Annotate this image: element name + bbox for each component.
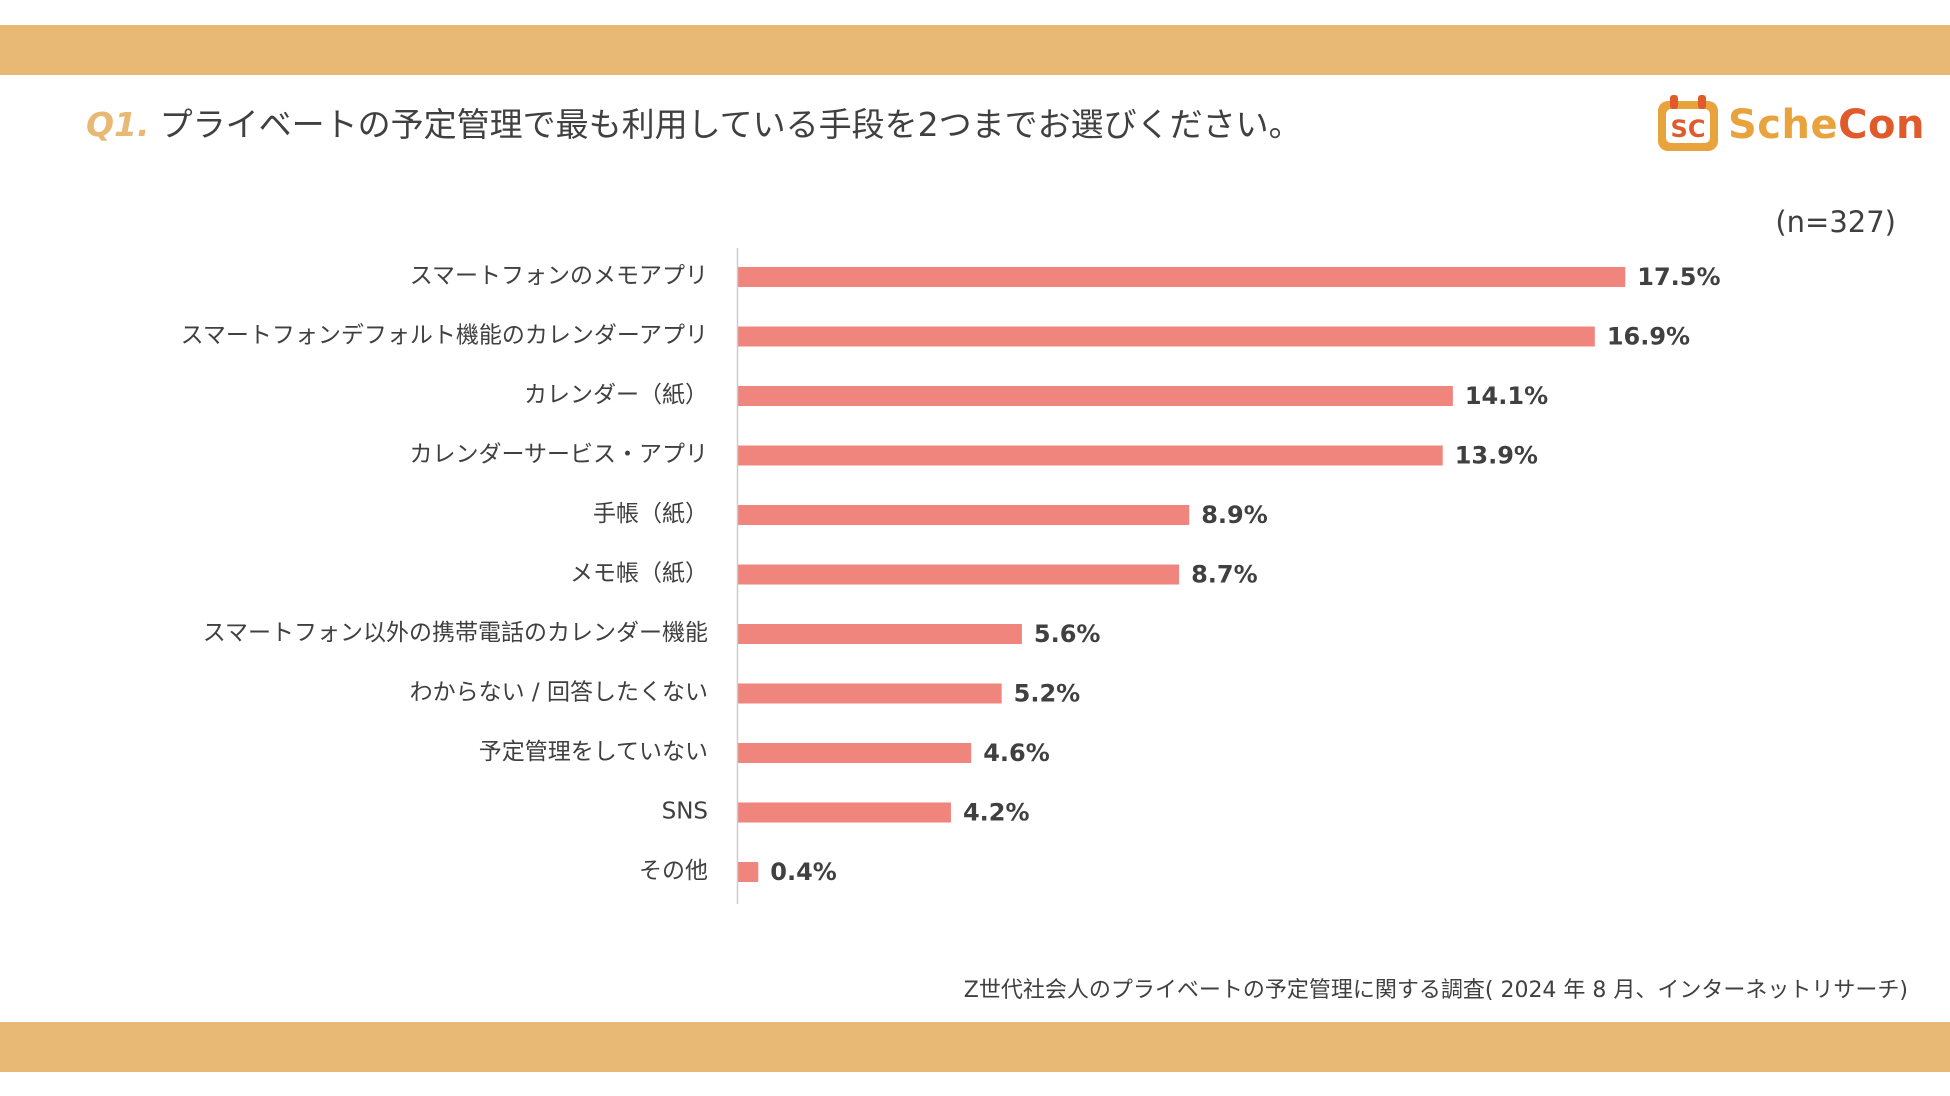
question-number: Q1. bbox=[86, 105, 150, 144]
bar bbox=[738, 267, 1626, 287]
bar bbox=[738, 505, 1190, 525]
value-label: 16.9% bbox=[1607, 323, 1690, 351]
value-label: 8.7% bbox=[1191, 561, 1258, 589]
category-label: スマートフォンデフォルト機能のカレンダーアプリ bbox=[181, 323, 708, 349]
bar bbox=[738, 445, 1443, 466]
value-label: 5.6% bbox=[1034, 620, 1101, 648]
bottom-band bbox=[0, 1022, 1950, 1072]
category-label: わからない / 回答したくない bbox=[410, 680, 708, 706]
bar bbox=[738, 624, 1022, 644]
category-label: 予定管理をしていない bbox=[479, 739, 708, 765]
logo-text: ScheCon bbox=[1728, 102, 1925, 148]
sample-size: (n=327) bbox=[1775, 205, 1896, 239]
bar bbox=[738, 683, 1002, 704]
value-label: 0.4% bbox=[770, 858, 837, 886]
question-text: プライベートの予定管理で最も利用している手段を2つまでお選びください。 bbox=[159, 105, 1302, 144]
category-label: SNS bbox=[662, 799, 708, 825]
category-label: カレンダー（紙） bbox=[524, 382, 708, 408]
value-label: 8.9% bbox=[1201, 501, 1268, 529]
category-label: カレンダーサービス・アプリ bbox=[409, 442, 708, 468]
category-label: メモ帳（紙） bbox=[570, 561, 708, 587]
value-label: 14.1% bbox=[1465, 382, 1548, 410]
footnote: Z世代社会人のプライベートの予定管理に関する調査( 2024 年 8 月、インタ… bbox=[963, 978, 1908, 1003]
value-label: 17.5% bbox=[1637, 263, 1720, 291]
value-label: 13.9% bbox=[1455, 442, 1538, 470]
bar bbox=[738, 326, 1595, 347]
schecon-logo: SC ScheCon bbox=[1656, 93, 1925, 157]
schecon-logo-icon: SC bbox=[1658, 95, 1718, 151]
category-label: 手帳（紙） bbox=[593, 501, 708, 527]
category-label: スマートフォン以外の携帯電話のカレンダー機能 bbox=[203, 620, 708, 646]
logo-mark-text: SC bbox=[1671, 115, 1706, 143]
bar bbox=[738, 802, 951, 823]
bar bbox=[738, 564, 1180, 585]
bar bbox=[738, 386, 1453, 406]
logo-text-con: Con bbox=[1838, 102, 1925, 148]
category-label: その他 bbox=[639, 858, 708, 884]
category-label: スマートフォンのメモアプリ bbox=[410, 263, 708, 289]
value-label: 5.2% bbox=[1014, 680, 1081, 708]
top-band bbox=[0, 25, 1950, 75]
bar bbox=[738, 862, 759, 882]
value-label: 4.2% bbox=[963, 799, 1030, 827]
value-label: 4.6% bbox=[983, 739, 1050, 767]
logo-text-sche: Sche bbox=[1728, 102, 1839, 148]
bar bbox=[738, 743, 972, 763]
page-title: Q1. プライベートの予定管理で最も利用している手段を2つまでお選びください。 bbox=[86, 102, 1302, 148]
